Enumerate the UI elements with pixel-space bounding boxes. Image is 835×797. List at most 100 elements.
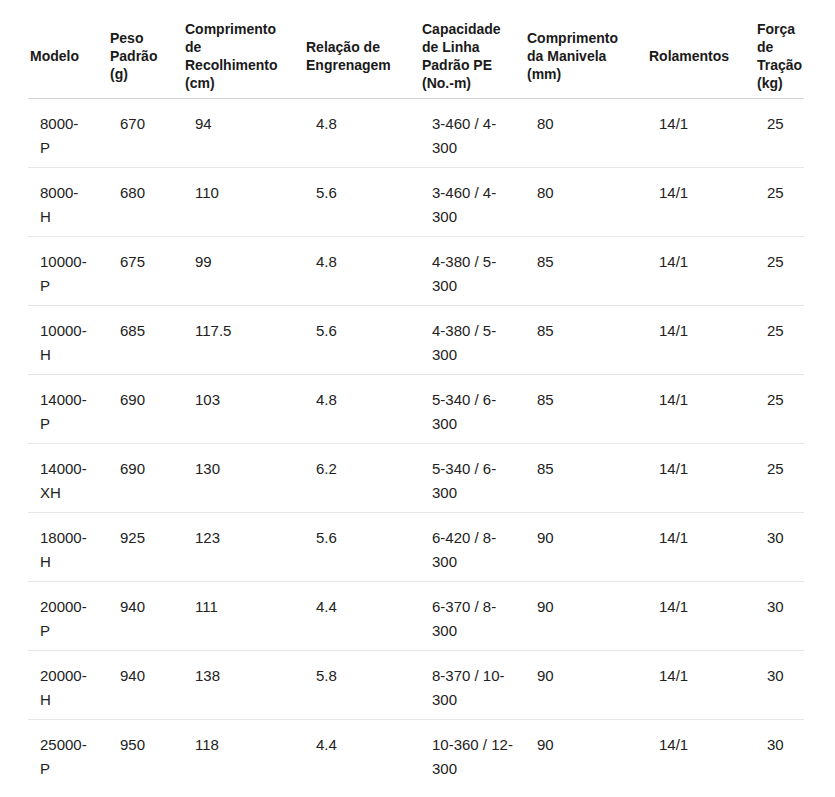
cell-comprimento-manivela: 90 (525, 651, 647, 720)
cell-capacidade-linha: 8-370 / 10-300 (420, 651, 525, 720)
table-header: Modelo Peso Padrão (g) Comprimento de Re… (28, 0, 804, 99)
cell-comprimento-recolhimento: 117.5 (183, 306, 304, 375)
cell-forca-tracao: 30 (755, 582, 804, 651)
cell-rolamentos: 14/1 (647, 651, 755, 720)
cell-comprimento-manivela: 90 (525, 582, 647, 651)
cell-rolamentos: 14/1 (647, 99, 755, 168)
cell-modelo: 20000-P (28, 582, 108, 651)
table-row: 25000-P9501184.410-360 / 12-3009014/130 (28, 720, 804, 789)
cell-rolamentos: 14/1 (647, 306, 755, 375)
cell-rolamentos: 14/1 (647, 582, 755, 651)
cell-rolamentos: 14/1 (647, 720, 755, 789)
cell-rolamentos: 14/1 (647, 513, 755, 582)
cell-forca-tracao: 25 (755, 168, 804, 237)
cell-peso-padrao: 925 (108, 513, 183, 582)
cell-peso-padrao: 690 (108, 375, 183, 444)
cell-capacidade-linha: 6-420 / 8-300 (420, 513, 525, 582)
cell-comprimento-manivela: 85 (525, 375, 647, 444)
cell-capacidade-linha: 10-360 / 12-300 (420, 720, 525, 789)
cell-relacao-engrenagem: 5.6 (304, 513, 420, 582)
cell-comprimento-manivela: 85 (525, 306, 647, 375)
cell-comprimento-recolhimento: 94 (183, 99, 304, 168)
cell-peso-padrao: 950 (108, 720, 183, 789)
cell-comprimento-recolhimento: 99 (183, 237, 304, 306)
cell-capacidade-linha: 3-460 / 4-300 (420, 168, 525, 237)
cell-forca-tracao: 30 (755, 651, 804, 720)
cell-rolamentos: 14/1 (647, 444, 755, 513)
cell-forca-tracao: 25 (755, 375, 804, 444)
specs-table: Modelo Peso Padrão (g) Comprimento de Re… (28, 0, 804, 788)
cell-forca-tracao: 25 (755, 306, 804, 375)
cell-modelo: 14000-P (28, 375, 108, 444)
table-row: 14000-P6901034.85-340 / 6-3008514/125 (28, 375, 804, 444)
cell-peso-padrao: 940 (108, 582, 183, 651)
cell-comprimento-recolhimento: 103 (183, 375, 304, 444)
cell-modelo: 20000-H (28, 651, 108, 720)
cell-capacidade-linha: 4-380 / 5-300 (420, 237, 525, 306)
cell-modelo: 18000-H (28, 513, 108, 582)
cell-forca-tracao: 25 (755, 99, 804, 168)
cell-modelo: 8000-P (28, 99, 108, 168)
table-row: 10000-P675994.84-380 / 5-3008514/125 (28, 237, 804, 306)
cell-rolamentos: 14/1 (647, 237, 755, 306)
table-row: 20000-P9401114.46-370 / 8-3009014/130 (28, 582, 804, 651)
cell-relacao-engrenagem: 5.6 (304, 306, 420, 375)
cell-forca-tracao: 25 (755, 237, 804, 306)
col-header-relacao-engrenagem: Relação de Engrenagem (304, 0, 420, 99)
col-header-peso-padrao: Peso Padrão (g) (108, 0, 183, 99)
cell-comprimento-recolhimento: 138 (183, 651, 304, 720)
cell-comprimento-manivela: 80 (525, 99, 647, 168)
cell-relacao-engrenagem: 5.6 (304, 168, 420, 237)
cell-modelo: 25000-P (28, 720, 108, 789)
cell-forca-tracao: 25 (755, 444, 804, 513)
cell-relacao-engrenagem: 4.8 (304, 99, 420, 168)
table-row: 18000-H9251235.66-420 / 8-3009014/130 (28, 513, 804, 582)
cell-relacao-engrenagem: 6.2 (304, 444, 420, 513)
cell-relacao-engrenagem: 4.4 (304, 582, 420, 651)
table-body: 8000-P670944.83-460 / 4-3008014/1258000-… (28, 99, 804, 789)
table-row: 20000-H9401385.88-370 / 10-3009014/130 (28, 651, 804, 720)
cell-comprimento-recolhimento: 118 (183, 720, 304, 789)
col-header-comprimento-recolhimento: Comprimento de Recolhimento (cm) (183, 0, 304, 99)
cell-comprimento-manivela: 90 (525, 720, 647, 789)
cell-rolamentos: 14/1 (647, 168, 755, 237)
cell-relacao-engrenagem: 4.4 (304, 720, 420, 789)
cell-peso-padrao: 670 (108, 99, 183, 168)
cell-comprimento-recolhimento: 110 (183, 168, 304, 237)
cell-peso-padrao: 675 (108, 237, 183, 306)
cell-comprimento-manivela: 85 (525, 444, 647, 513)
cell-relacao-engrenagem: 4.8 (304, 375, 420, 444)
cell-peso-padrao: 690 (108, 444, 183, 513)
cell-peso-padrao: 685 (108, 306, 183, 375)
table-row: 10000-H685117.55.64-380 / 5-3008514/125 (28, 306, 804, 375)
cell-comprimento-manivela: 80 (525, 168, 647, 237)
header-row: Modelo Peso Padrão (g) Comprimento de Re… (28, 0, 804, 99)
col-header-rolamentos: Rolamentos (647, 0, 755, 99)
col-header-modelo: Modelo (28, 0, 108, 99)
cell-peso-padrao: 680 (108, 168, 183, 237)
cell-forca-tracao: 30 (755, 720, 804, 789)
cell-comprimento-recolhimento: 123 (183, 513, 304, 582)
cell-modelo: 14000-XH (28, 444, 108, 513)
cell-modelo: 10000-P (28, 237, 108, 306)
cell-capacidade-linha: 5-340 / 6-300 (420, 444, 525, 513)
col-header-comprimento-manivela: Comprimento da Manivela (mm) (525, 0, 647, 99)
cell-rolamentos: 14/1 (647, 375, 755, 444)
table-row: 8000-P670944.83-460 / 4-3008014/125 (28, 99, 804, 168)
table-row: 8000-H6801105.63-460 / 4-3008014/125 (28, 168, 804, 237)
col-header-forca-tracao: Força de Tração (kg) (755, 0, 804, 99)
table-row: 14000-XH6901306.25-340 / 6-3008514/125 (28, 444, 804, 513)
cell-capacidade-linha: 4-380 / 5-300 (420, 306, 525, 375)
cell-comprimento-manivela: 90 (525, 513, 647, 582)
cell-relacao-engrenagem: 5.8 (304, 651, 420, 720)
col-header-capacidade-linha: Capacidade de Linha Padrão PE (No.-m) (420, 0, 525, 99)
product-specs-page: Modelo Peso Padrão (g) Comprimento de Re… (0, 0, 835, 797)
cell-capacidade-linha: 3-460 / 4-300 (420, 99, 525, 168)
cell-modelo: 10000-H (28, 306, 108, 375)
cell-capacidade-linha: 6-370 / 8-300 (420, 582, 525, 651)
cell-comprimento-recolhimento: 111 (183, 582, 304, 651)
cell-forca-tracao: 30 (755, 513, 804, 582)
cell-relacao-engrenagem: 4.8 (304, 237, 420, 306)
cell-peso-padrao: 940 (108, 651, 183, 720)
cell-comprimento-recolhimento: 130 (183, 444, 304, 513)
